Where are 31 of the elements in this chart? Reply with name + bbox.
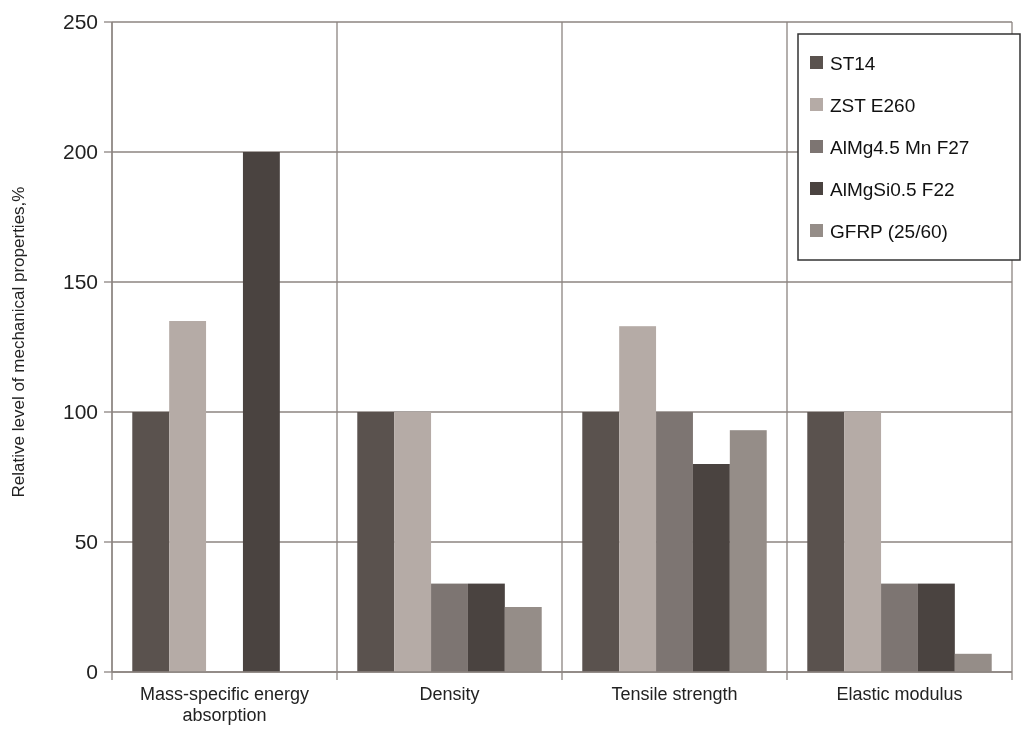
y-tick-label: 0	[86, 660, 98, 684]
x-tick-label: Tensile strength	[611, 684, 738, 704]
bar	[582, 412, 620, 672]
y-tick-label: 250	[62, 10, 98, 34]
legend-label: ST14	[830, 52, 876, 74]
bar	[844, 412, 882, 672]
legend-label: ZST E260	[830, 94, 916, 116]
bar	[692, 464, 730, 672]
y-tick-label: 100	[62, 400, 98, 424]
bar	[242, 152, 280, 672]
bar	[169, 321, 207, 672]
y-tick-label: 150	[62, 270, 98, 294]
bar	[357, 412, 395, 672]
bar	[394, 412, 432, 672]
bar	[807, 412, 845, 672]
legend-label: AlMgSi0.5 F22	[830, 178, 955, 200]
bar	[132, 412, 170, 672]
legend-label: GFRP (25/60)	[830, 220, 948, 242]
x-tick-label: Mass-specific energy absorption	[139, 684, 310, 725]
bar	[467, 583, 505, 672]
bar	[431, 583, 468, 672]
x-tick-label: Density	[419, 684, 480, 704]
x-tick-label: Elastic modulus	[836, 684, 963, 704]
y-axis-title: Relative level of mechanical properties,%	[9, 186, 28, 498]
legend-label: AlMg4.5 Mn F27	[830, 136, 970, 158]
bar	[656, 412, 693, 672]
bar	[619, 326, 657, 672]
bar	[881, 583, 918, 672]
y-tick-label: 50	[74, 530, 98, 554]
bar	[917, 583, 955, 672]
y-tick-label: 200	[62, 140, 98, 164]
